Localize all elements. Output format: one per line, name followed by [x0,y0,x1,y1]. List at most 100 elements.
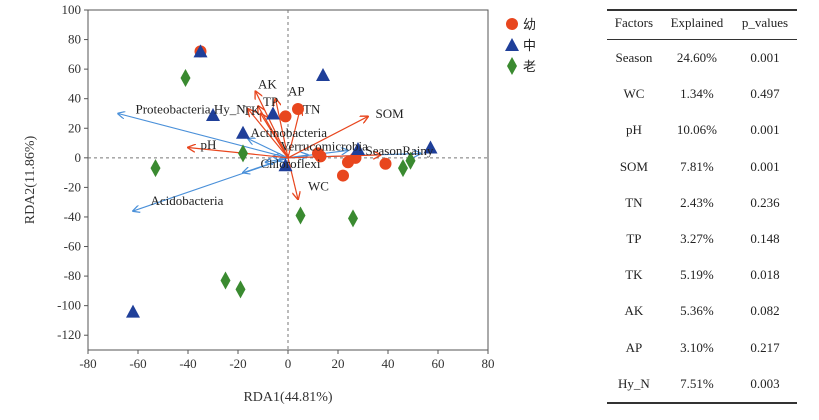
x-tick-label: -40 [179,356,196,371]
vector-label: Verrucomicrobia [281,138,369,153]
factor-cell: TP [626,231,642,247]
data-point-triangle [316,68,330,82]
data-point-triangle [266,106,280,120]
table-row: Hy_N 7.51% 0.003 [607,365,797,404]
table-header-row: Factors Explained p_values [607,9,797,40]
data-point-diamond [295,206,306,225]
x-axis-title: RDA1(44.81%) [243,390,332,405]
explained-cell: 2.43% [680,194,714,210]
legend-marker-circle [506,18,518,30]
y-tick-label: -40 [64,209,81,224]
legend-label: 中 [523,38,536,53]
data-point-circle [279,110,292,123]
factor-cell: TK [625,267,643,283]
data-point-triangle [126,304,140,318]
data-point-diamond [150,159,161,178]
p-value-cell: 0.018 [750,267,780,283]
x-tick-label: -20 [229,356,246,371]
environmental-arrow [287,108,301,158]
factors-table-container: Factors Explained p_values Season 24.60% 0… [607,9,797,404]
explained-cell: 7.81% [680,158,714,174]
data-point-circle [292,103,304,116]
environmental-arrow [287,157,298,199]
y-tick-label: -20 [64,179,81,194]
data-point-diamond [398,159,408,178]
species-arrow [266,158,289,162]
table-row: pH 10.06% 0.001 [607,112,797,148]
rda-plot-svg: -80 -60 -40 -20 0 20 40 60 80 -120 -100 -80 -60 -40 -2… [23,2,536,405]
explained-cell: 10.06% [676,122,717,138]
data-point-diamond [180,69,191,87]
species-arrow [118,113,289,159]
p-value-cell: 0.001 [750,50,780,66]
column-header-explained: Explained [660,9,734,40]
table-row: SOM 7.81% 0.001 [607,149,797,185]
rda-biplot: -80 -60 -40 -20 0 20 40 60 80 -120 -100 -80 -60 -40 -2… [23,2,536,405]
data-point-diamond [220,271,231,290]
environmental-arrow [248,109,289,159]
y-tick-label: 60 [68,61,81,76]
data-point-triangle [193,44,208,58]
factor-cell: WC [623,86,645,102]
table-row: AK 5.36% 0.082 [607,293,797,329]
vector-label: Actinobacteria [251,125,328,140]
data-point-triangle [206,107,220,121]
p-value-cell: 0.001 [750,158,780,174]
y-tick-label: 0 [75,150,82,165]
data-point-triangle [423,140,438,154]
factor-cell: AK [624,303,644,319]
factor-cell: Hy_N [607,365,661,404]
factor-cell: TN [625,194,643,210]
vector-label: SeasonRainy [366,143,434,158]
explained-cell: 7.51% [660,365,734,404]
vector-label: SOM [376,106,405,121]
vector-label: AP [288,84,305,99]
p-value-cell: 0.217 [750,339,780,355]
table-row: Season 24.60% 0.001 [607,40,797,77]
table-row: TP 3.27% 0.148 [607,221,797,257]
explained-cell: 5.19% [680,267,714,283]
vector-label: WC [308,178,329,193]
environmental-arrow [287,155,381,158]
factor-cell: Season [615,50,653,66]
data-point-triangle [351,141,365,155]
legend-label: 老 [523,59,536,74]
environmental-arrow [256,91,289,159]
environmental-arrow [287,116,368,159]
data-point-triangle [236,125,250,139]
p-value-cell: 0.497 [750,86,780,102]
y-tick-label: 20 [68,120,81,135]
column-header-p-values: p_values [733,9,797,40]
data-point-circle [337,169,349,182]
vector-label: AK [258,76,277,91]
x-tick-label: 0 [285,356,292,371]
environmental-arrow [188,147,289,159]
y-tick-label: -120 [57,327,81,342]
data-point-diamond [405,151,416,170]
y-tick-label: -100 [57,298,81,313]
column-header-factors: Factors [607,9,661,40]
y-tick-label: 100 [62,2,82,17]
data-point-triangle [278,158,293,172]
table-row: AP 3.10% 0.217 [607,330,797,366]
y-tick-label: 80 [68,32,81,47]
factor-cell: AP [625,339,643,355]
data-point-circle [379,157,392,170]
legend-marker-triangle [505,38,519,51]
y-axis-title: RDA2(11.86%) [23,135,38,224]
factors-table: Factors Explained p_values Season 24.60% 0… [607,9,797,404]
y-tick-label: 40 [68,91,81,106]
species-arrow [248,139,289,159]
data-point-diamond [235,280,246,299]
explained-cell: 24.60% [676,50,717,66]
environmental-arrow [276,99,289,158]
table-row: TN 2.43% 0.236 [607,185,797,221]
vector-label: Chloroflexi [261,156,321,171]
explained-cell: 5.36% [680,303,714,319]
vector-label: Proteobacteria Hy_N [136,101,247,116]
x-tick-label: 80 [482,356,495,371]
environmental-arrow [261,113,289,159]
p-value-cell: 0.001 [750,122,780,138]
y-tick-label: -60 [64,239,81,254]
p-value-cell: 0.148 [750,231,780,247]
